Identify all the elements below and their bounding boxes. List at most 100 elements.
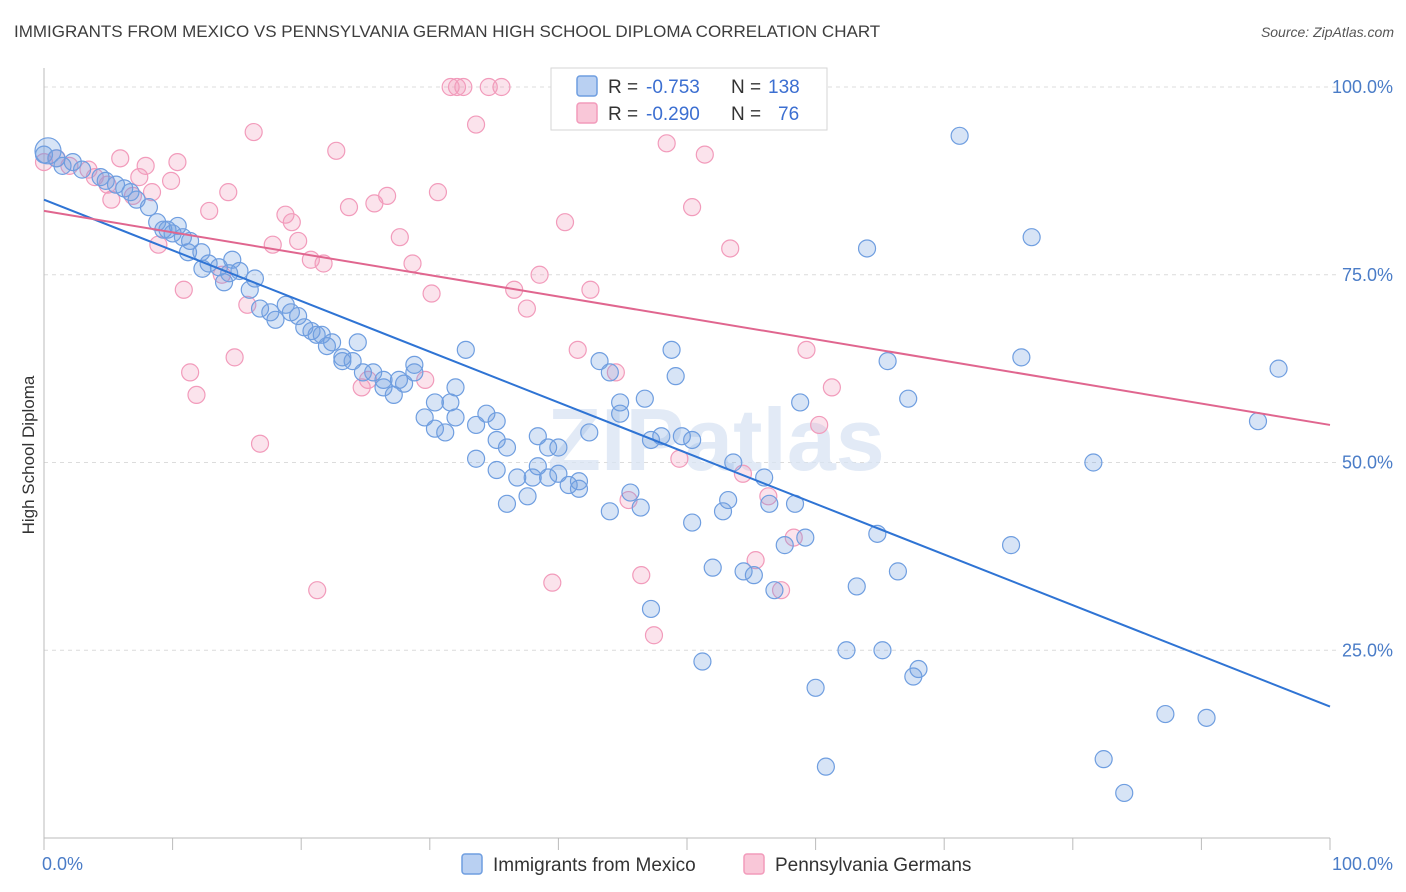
- data-point-pa-german: [746, 551, 765, 570]
- data-point-pa-german: [555, 213, 575, 232]
- data-point-pa-german: [200, 201, 219, 221]
- data-point-pa-german: [289, 231, 308, 251]
- data-point-pa-german: [168, 153, 187, 172]
- data-point-pa-german: [695, 145, 714, 164]
- legend-r-value-1: -0.753: [646, 77, 700, 98]
- data-point-mexico: [909, 659, 928, 679]
- x-tick-label-max: 100.0%: [1332, 854, 1393, 874]
- data-point-mexico: [374, 370, 393, 389]
- y-axis-ticks: 100.0% 75.0% 50.0% 25.0%: [1332, 77, 1393, 660]
- y-tick-label: 50.0%: [1342, 453, 1393, 473]
- data-point-mexico: [662, 340, 681, 359]
- trend-line-pa-german: [43, 209, 1331, 426]
- data-point-pa-german: [759, 487, 778, 506]
- data-point-mexico: [168, 216, 187, 236]
- data-point-mexico: [873, 641, 892, 660]
- bottom-legend-label-mexico: Immigrants from Mexico: [493, 855, 696, 876]
- bottom-legend: Immigrants from Mexico Pennsylvania Germ…: [461, 853, 971, 876]
- data-point-mexico: [559, 475, 578, 495]
- data-point-mexico: [96, 171, 115, 190]
- data-point-mexico: [1084, 453, 1103, 472]
- data-point-mexico: [322, 333, 342, 352]
- data-point-pa-german: [181, 363, 200, 382]
- data-point-mexico: [1197, 708, 1216, 727]
- data-point-mexico: [791, 393, 810, 412]
- data-point-mexico: [641, 599, 661, 619]
- data-point-mexico: [549, 464, 568, 483]
- data-point-mexico: [635, 389, 654, 408]
- bottom-legend-swatch-pink: [743, 853, 765, 875]
- data-point-mexico: [672, 427, 691, 446]
- data-point-mexico: [765, 581, 784, 600]
- data-point-pa-german: [810, 415, 829, 435]
- data-point-mexico: [621, 483, 640, 502]
- legend-n-label-2: N =: [731, 104, 761, 125]
- legend-n-value-1: 138: [768, 77, 800, 98]
- data-point-mexico: [487, 430, 506, 450]
- data-point-mexico: [744, 566, 763, 585]
- data-point-mexico: [415, 408, 434, 427]
- data-point-pa-german: [130, 168, 149, 187]
- watermark: ZIPatlas: [547, 390, 884, 489]
- data-point-pa-german: [568, 340, 587, 359]
- data-point-pa-german: [244, 122, 263, 142]
- data-point-pa-german: [282, 213, 301, 232]
- data-point-pa-german: [390, 228, 409, 247]
- data-point-mexico: [590, 352, 609, 371]
- data-point-mexico: [487, 412, 506, 431]
- data-point-mexico: [600, 502, 619, 521]
- data-point-mexico: [348, 333, 367, 352]
- legend-n-value-2: 76: [778, 104, 799, 125]
- data-point-pa-german: [721, 239, 740, 258]
- data-point-mexico: [405, 355, 424, 374]
- data-point-mexico: [53, 156, 72, 175]
- data-point-mexico: [34, 137, 62, 165]
- data-point-mexico: [847, 577, 866, 596]
- data-point-mexico: [223, 250, 242, 269]
- data-point-pa-german: [682, 198, 702, 217]
- data-point-pa-german: [771, 581, 791, 600]
- data-point-mexico: [508, 468, 527, 487]
- data-point-pa-german: [352, 378, 371, 397]
- data-point-pa-german: [308, 581, 327, 600]
- legend-r-label-1: R =: [608, 77, 638, 98]
- data-point-mexico: [364, 363, 383, 382]
- y-tick-label: 25.0%: [1342, 640, 1393, 660]
- axes: [43, 68, 1331, 850]
- data-point-mexico: [425, 419, 445, 438]
- data-point-mexico: [487, 460, 506, 480]
- legend-r-label-2: R =: [608, 104, 638, 125]
- data-point-pa-german: [797, 340, 816, 359]
- chart-source: Source: ZipAtlas.com: [1260, 24, 1394, 40]
- data-point-mexico: [899, 389, 918, 408]
- data-point-mexico: [456, 340, 475, 359]
- x-axis-ticks: 0.0% 100.0%: [42, 854, 1393, 874]
- data-point-pa-german: [174, 280, 193, 299]
- data-point-mexico: [719, 490, 738, 510]
- data-point-pa-german: [492, 77, 511, 97]
- data-point-pa-german: [822, 378, 841, 397]
- data-point-mexico: [266, 310, 285, 329]
- data-point-pa-german: [161, 171, 181, 190]
- data-point-mexico: [523, 468, 542, 487]
- trend-line-mexico: [43, 198, 1331, 708]
- data-point-pa-german: [606, 363, 625, 382]
- data-point-pa-german: [276, 205, 295, 224]
- data-point-pa-german: [517, 299, 536, 318]
- data-point-mexico: [1094, 750, 1113, 769]
- data-point-mexico: [888, 562, 908, 581]
- y-tick-label: 100.0%: [1332, 77, 1393, 97]
- data-point-mexico: [1001, 536, 1021, 555]
- data-point-pa-german: [543, 573, 562, 592]
- chart-title: IMMIGRANTS FROM MEXICO VS PENNSYLVANIA G…: [14, 22, 881, 41]
- data-point-mexico: [394, 374, 414, 393]
- data-point-mexico: [713, 502, 733, 521]
- trend-lines: [43, 198, 1331, 708]
- data-point-mexico: [1156, 704, 1175, 724]
- data-point-pa-german: [142, 183, 162, 202]
- data-point-mexico: [121, 183, 140, 202]
- data-point-mexico: [446, 408, 465, 427]
- data-point-mexico: [353, 363, 373, 382]
- data-point-mexico: [816, 757, 835, 776]
- data-point-mexico: [683, 430, 702, 450]
